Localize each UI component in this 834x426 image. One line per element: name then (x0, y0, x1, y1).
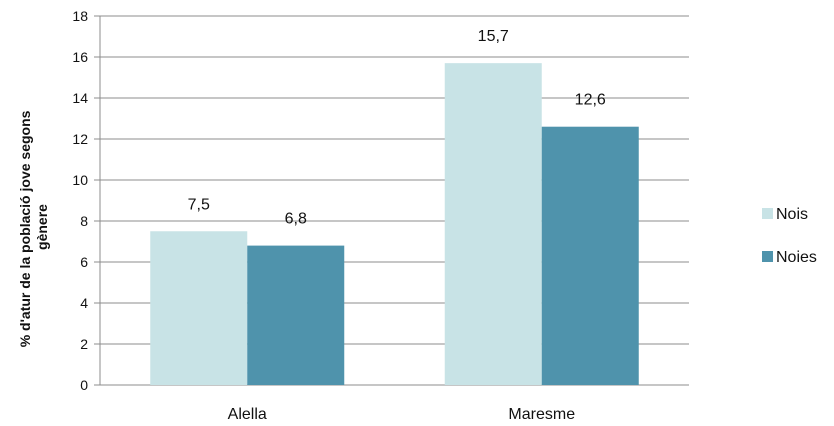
bar-nois-alella (150, 231, 248, 385)
data-labels: 7,5 6,8 15,7 12,6 (188, 28, 606, 227)
data-label-noies-maresme: 12,6 (575, 92, 606, 109)
y-tick-label: 8 (80, 213, 88, 229)
y-tick-label: 18 (72, 8, 88, 24)
legend-swatch-noies (762, 251, 773, 262)
y-axis-label: % d'atur de la població jove segons gène… (17, 107, 50, 348)
data-label-noies-alella: 6,8 (285, 211, 307, 228)
bar-noies-alella (247, 245, 345, 385)
y-tick-label: 14 (72, 90, 88, 106)
x-category-label: Maresme (508, 406, 575, 423)
data-label-nois-maresme: 15,7 (478, 28, 509, 45)
bar-nois-maresme (444, 63, 542, 386)
legend: Nois Noies (762, 206, 817, 266)
legend-label-noies: Noies (776, 249, 817, 266)
y-tick-label: 16 (72, 49, 88, 65)
x-category-labels: Alella Maresme (228, 406, 576, 423)
data-label-nois-alella: 7,5 (188, 196, 210, 213)
bars (150, 63, 639, 386)
y-tick-label: 4 (80, 295, 88, 311)
bar-noies-maresme (541, 126, 639, 385)
y-tick-label: 6 (80, 254, 88, 270)
y-axis-label-line-2: gènere (34, 204, 50, 250)
legend-swatch-nois (762, 208, 773, 219)
x-category-label: Alella (228, 406, 267, 423)
y-tick-label: 10 (72, 172, 88, 188)
legend-label-nois: Nois (776, 206, 808, 223)
y-tick-label: 12 (72, 131, 88, 147)
y-tick-label: 2 (80, 336, 88, 352)
y-axis-label-line-1: % d'atur de la població jove segons (17, 110, 33, 347)
y-tick-label: 0 (80, 377, 88, 393)
y-tick-labels: 0 2 4 6 8 10 12 14 16 18 (72, 8, 88, 393)
